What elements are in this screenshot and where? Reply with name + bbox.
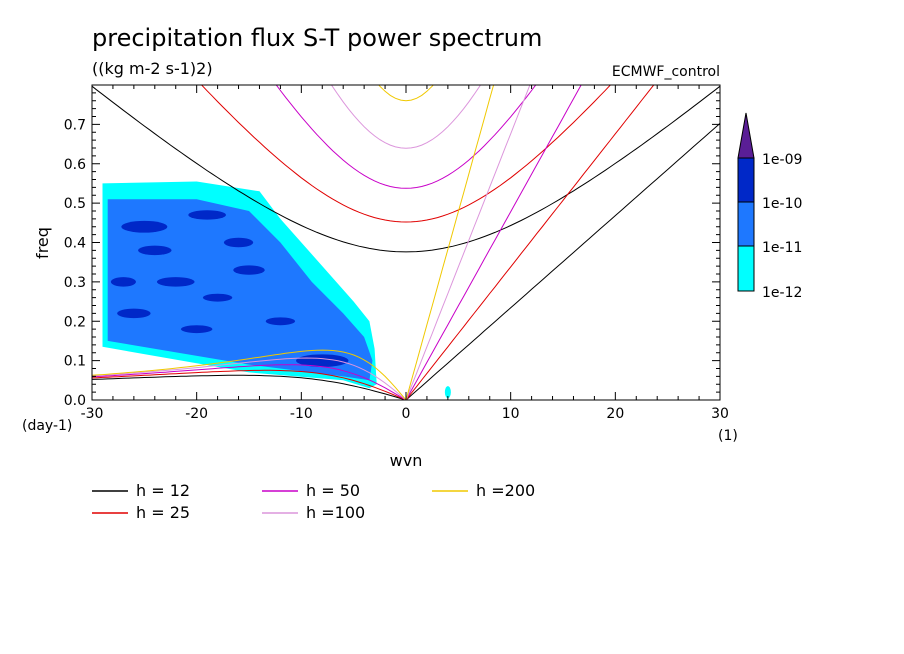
color-bar-label: 1e-10 [762,196,802,212]
chart-title: precipitation flux S-T power spectrum [92,24,542,52]
inertia-gravity-curve [92,85,720,253]
contour-level-1e-11 [107,199,373,381]
contour-level-1e-10 [202,293,233,302]
color-bar-segment [737,245,755,292]
contour-level-1e-10 [121,220,168,233]
y-tick-label: 0.2 [64,314,86,330]
contour-level-1e-10 [188,210,226,220]
inertia-gravity-curve [200,85,612,223]
x-axis: -30 -20 -10 0 10 20 30 [81,85,729,422]
x-tick-label: 10 [502,406,520,422]
y-tick-label: 0.7 [64,117,86,133]
rossby-curve [92,357,407,400]
source-label: ECMWF_control [612,64,720,80]
y-tick-label: 0.0 [64,393,86,409]
color-bar-extension [737,112,755,159]
x-axis-label: wvn [390,451,423,470]
x-tick-label: -30 [81,406,104,422]
contour-level-1e-10 [156,277,195,287]
color-bar-label: 1e-11 [762,240,802,256]
y-unit-label: (day-1) [22,418,72,434]
contour-level-1e-10 [223,237,254,248]
rossby-curve [92,369,407,400]
x-tick-label: 20 [606,406,624,422]
color-bar-segment [737,201,755,247]
y-tick-label: 0.4 [64,236,86,252]
rossby-curve [92,349,407,400]
x-tick-label: -20 [185,406,208,422]
kelvin-curve [405,85,531,400]
kelvin-curve [405,85,582,400]
y-axis-label: freq [33,227,52,259]
color-bar-label: 1e-12 [762,285,802,301]
inertia-gravity-curve [378,85,434,102]
color-bar-label: 1e-09 [762,152,802,168]
contour-level-1e-10 [110,277,136,287]
y-tick-label: 0.1 [64,354,86,370]
x-tick-label: 30 [711,406,729,422]
legend-label: h = 12 [136,481,190,500]
contour-level-1e-12 [444,386,451,399]
contour-level-1e-10 [265,317,296,326]
x-tick-label: 0 [402,406,411,422]
legend-label: h = 25 [136,503,190,522]
color-bar-segment [737,157,755,203]
kelvin-curve [405,85,655,400]
x-tick-label: -10 [290,406,313,422]
legend-label: h =100 [306,503,365,522]
inertia-gravity-curve [330,85,482,149]
contour-level-1e-10 [138,245,172,256]
y-tick-label: 0.6 [64,157,86,173]
spectrum-contours [102,181,451,399]
y-axis: 0.0 0.1 0.2 0.3 0.4 0.5 0.6 0.7 [64,92,720,409]
y-tick-label: 0.3 [64,275,86,291]
contour-level-1e-10 [296,354,349,367]
kelvin-curve [405,123,720,400]
legend-label: h =200 [476,481,535,500]
legend: h = 12 h = 25 h = 50 h =100 h =200 [92,481,535,522]
rossby-curve [92,374,407,400]
rossby-curve [92,364,407,400]
contour-level-1e-10 [117,308,151,319]
kelvin-curve [405,85,495,400]
x-unit-label: (1) [718,428,738,444]
chart-subtitle: ((kg m-2 s-1)2) [92,59,213,78]
contour-level-1e-10 [233,265,265,275]
dispersion-curves [92,85,720,400]
y-tick-label: 0.5 [64,196,86,212]
legend-label: h = 50 [306,481,360,500]
inertia-gravity-curve [275,85,537,189]
contour-level-1e-10 [180,325,213,334]
color-bar: 1e-12 1e-11 1e-10 1e-09 [737,112,802,301]
